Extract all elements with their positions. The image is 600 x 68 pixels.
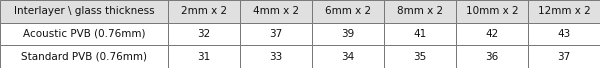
Text: 12mm x 2: 12mm x 2 [538, 6, 590, 16]
Bar [0, 23, 168, 45]
Text: 10mm x 2: 10mm x 2 [466, 6, 518, 16]
Bar [456, 0, 528, 23]
Bar [528, 0, 600, 23]
Bar [168, 23, 240, 45]
Text: 36: 36 [485, 52, 499, 62]
Bar [456, 45, 528, 68]
Bar [384, 23, 456, 45]
Bar [384, 45, 456, 68]
Text: 37: 37 [557, 52, 571, 62]
Text: 39: 39 [341, 29, 355, 39]
Text: 6mm x 2: 6mm x 2 [325, 6, 371, 16]
Text: 2mm x 2: 2mm x 2 [181, 6, 227, 16]
Text: Acoustic PVB (0.76mm): Acoustic PVB (0.76mm) [23, 29, 145, 39]
Bar [456, 23, 528, 45]
Bar [528, 23, 600, 45]
Text: 4mm x 2: 4mm x 2 [253, 6, 299, 16]
Bar [0, 0, 168, 23]
Text: 42: 42 [485, 29, 499, 39]
Bar [240, 23, 312, 45]
Text: 8mm x 2: 8mm x 2 [397, 6, 443, 16]
Text: 41: 41 [413, 29, 427, 39]
Text: 32: 32 [197, 29, 211, 39]
Bar [240, 45, 312, 68]
Text: 34: 34 [341, 52, 355, 62]
Bar [384, 0, 456, 23]
Text: 35: 35 [413, 52, 427, 62]
Text: Standard PVB (0.76mm): Standard PVB (0.76mm) [21, 52, 147, 62]
Text: Interlayer \ glass thickness: Interlayer \ glass thickness [14, 6, 154, 16]
Bar [312, 45, 384, 68]
Bar [528, 45, 600, 68]
Text: 31: 31 [197, 52, 211, 62]
Text: 37: 37 [269, 29, 283, 39]
Text: 43: 43 [557, 29, 571, 39]
Text: 33: 33 [269, 52, 283, 62]
Bar [168, 45, 240, 68]
Bar [240, 0, 312, 23]
Bar [312, 23, 384, 45]
Bar [0, 45, 168, 68]
Bar [312, 0, 384, 23]
Bar [168, 0, 240, 23]
